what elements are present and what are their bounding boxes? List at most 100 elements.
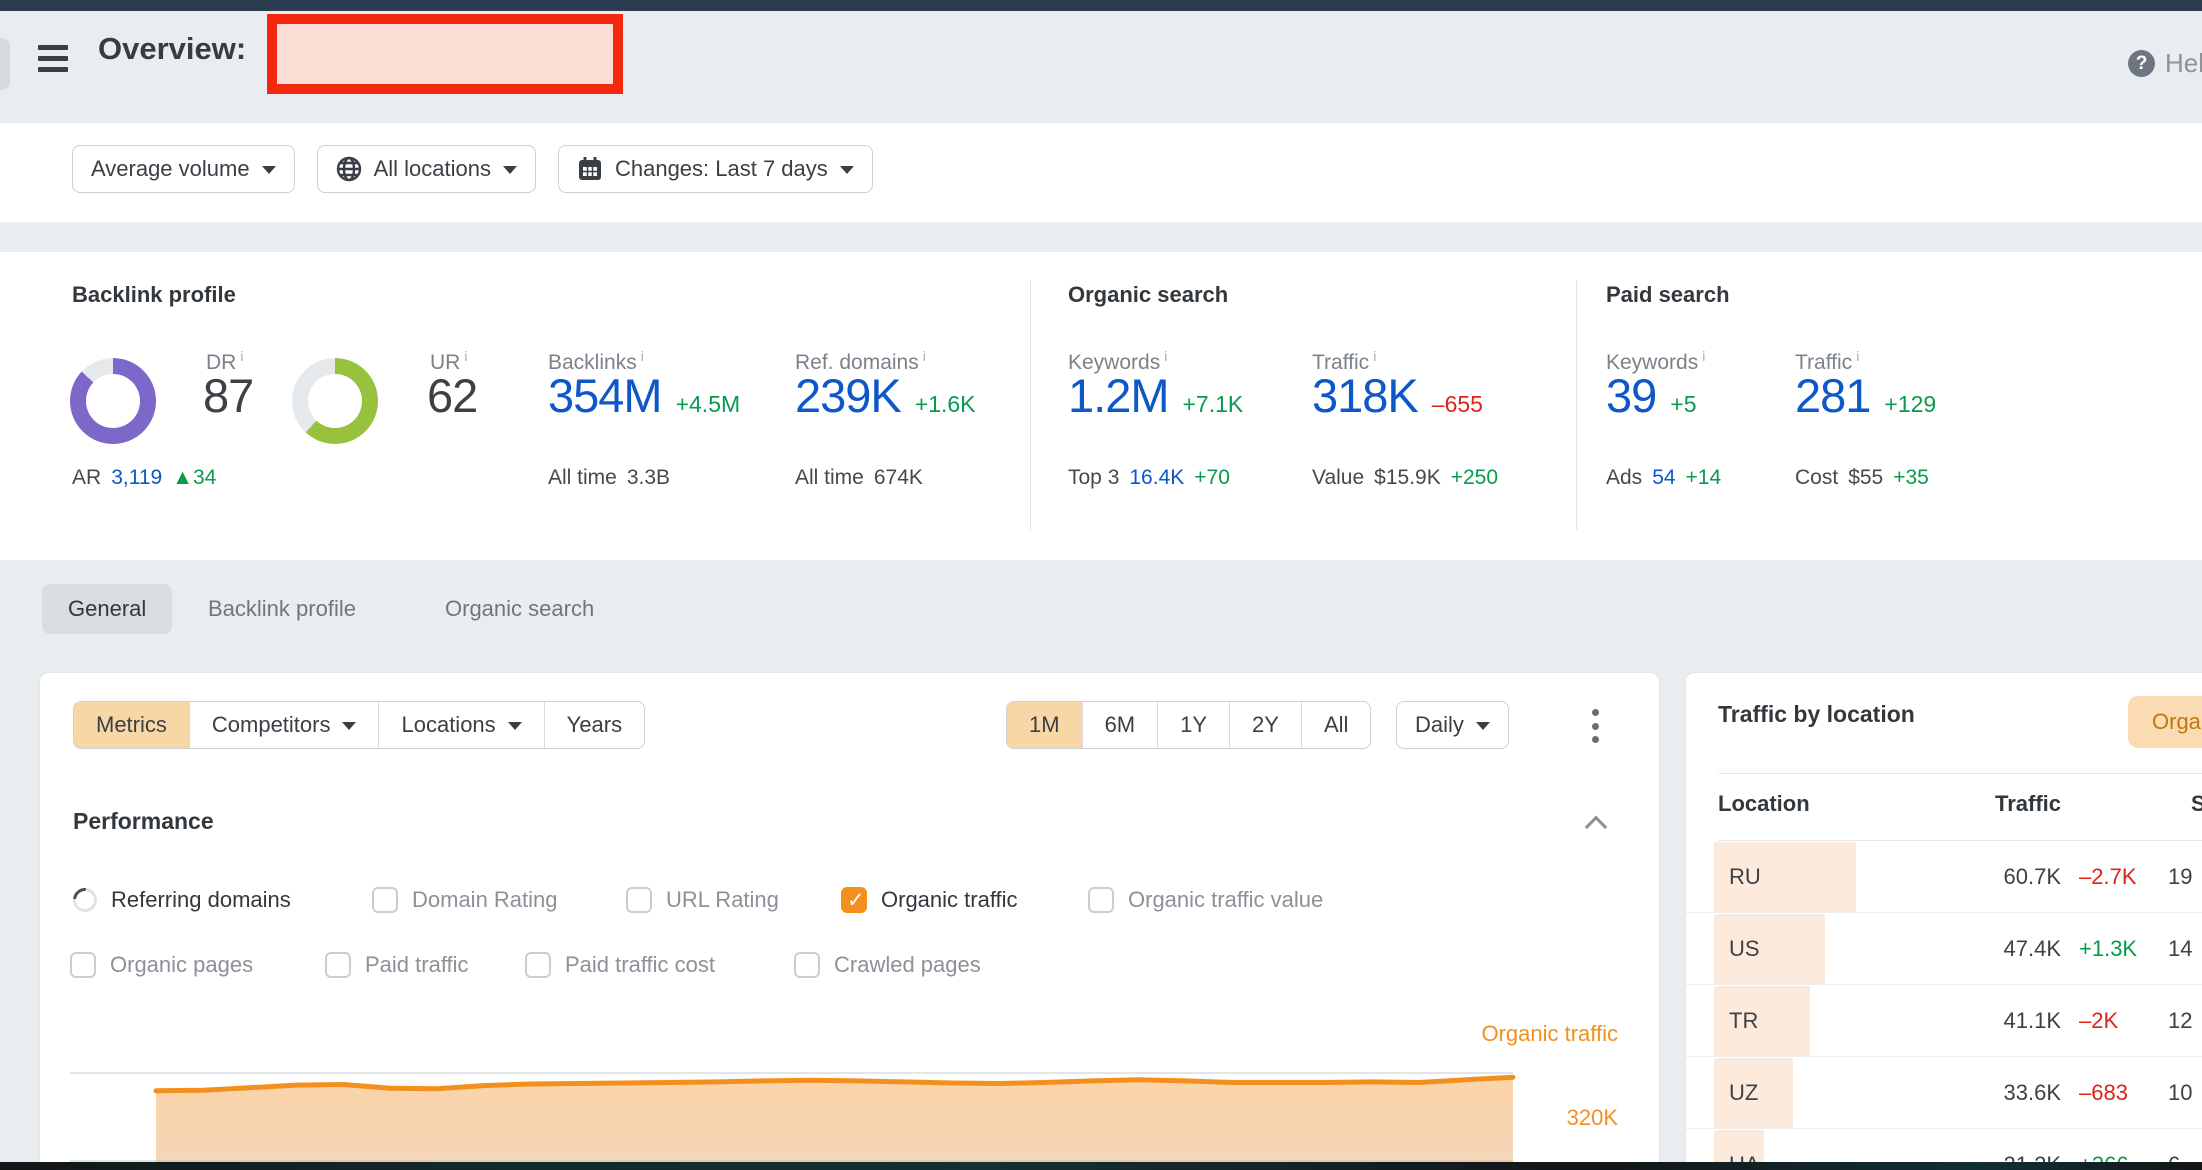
tab-backlink-profile[interactable]: Backlink profile [208,596,356,621]
sidebar-collapsed-tab[interactable] [0,38,10,90]
info-icon[interactable]: i [240,348,244,364]
range-1y[interactable]: 1Y [1157,702,1229,748]
metrics-segment[interactable]: Metrics [74,702,189,748]
top3-value-link[interactable]: 16.4K [1129,466,1185,489]
info-icon[interactable]: i [1373,348,1377,364]
ads-label: Ads [1606,466,1643,489]
checkbox-icon [525,952,551,978]
series-legend-label: Organic traffic [1481,1021,1618,1046]
toggle-domain-rating[interactable]: Domain Rating [372,887,558,913]
volume-mode-dropdown[interactable]: Average volume [72,145,295,193]
paid-traffic-label: Traffic [1795,351,1853,374]
paid-traffic-value-link[interactable]: 281 [1795,369,1871,422]
ads-delta: +14 [1685,466,1722,489]
redacted-domain-box [267,14,623,94]
page-title: Overview: [98,31,247,66]
organic-traffic-value-link[interactable]: 318K [1312,369,1419,422]
column-header-share: S [2191,791,2202,817]
organic-traffic-label: Traffic [1312,351,1370,374]
toggle-url-rating[interactable]: URL Rating [626,887,779,913]
organic-filter-pill[interactable]: Orga [2128,696,2202,748]
ref-domains-delta: +1.6K [914,391,976,417]
tab-general[interactable]: General [42,584,173,634]
checkbox-icon [372,887,398,913]
cost-amount: $55 [1848,466,1884,489]
organic-keywords-delta: +7.1K [1182,391,1244,417]
backlinks-alltime-label: All time [548,466,617,489]
backlinks-label: Backlinks [548,351,637,374]
divider [1718,773,2202,774]
granularity-dropdown[interactable]: Daily [1396,701,1509,749]
window-top-strip [0,0,2202,11]
toggle-organic-pages[interactable]: Organic pages [70,952,253,978]
performance-panel: Metrics Competitors Locations Years 1M 6… [39,672,1660,1170]
info-icon[interactable]: i [640,348,644,364]
dr-value: 87 [203,369,254,422]
info-icon[interactable]: i [1164,348,1168,364]
hamburger-menu-icon[interactable] [38,45,68,72]
checkbox-icon [794,952,820,978]
cost-delta: +35 [1893,466,1929,489]
paid-keywords-label: Keywords [1606,351,1699,374]
range-6m[interactable]: 6M [1081,702,1158,748]
time-range-group: 1M 6M 1Y 2Y All [1006,701,1372,749]
organic-traffic-area-chart[interactable]: Organic traffic 320K [40,1001,1659,1169]
backlinks-alltime-value: 3.3B [626,466,671,489]
toggle-referring-domains[interactable]: Referring domains [68,883,291,917]
traffic-bar [1714,1058,1793,1128]
window-bottom-strip [0,1162,2202,1170]
ar-value-link[interactable]: 3,119 [111,466,163,489]
toggle-paid-traffic[interactable]: Paid traffic [325,952,469,978]
dr-donut-chart [70,358,156,444]
ref-domains-value-link[interactable]: 239K [795,369,902,422]
table-row-ru[interactable]: RU 60.7K –2.7K 19 [1686,841,2202,913]
section-title-backlink-profile: Backlink profile [72,282,236,307]
backlinks-value-link[interactable]: 354M [548,369,663,422]
traffic-by-location-title: Traffic by location [1718,701,1915,727]
info-icon[interactable]: i [1856,348,1860,364]
help-button[interactable]: ? Help [2128,48,2202,79]
changes-period-dropdown[interactable]: Changes: Last 7 days [557,145,873,193]
value-label: Value [1312,466,1365,489]
chevron-down-icon [1475,722,1490,730]
chevron-down-icon [839,166,854,174]
locations-segment[interactable]: Locations [378,702,543,748]
more-options-kebab-icon[interactable] [1580,709,1610,743]
table-row-us[interactable]: US 47.4K +1.3K 14 [1686,913,2202,985]
toggle-crawled-pages[interactable]: Crawled pages [794,952,981,978]
performance-title: Performance [73,808,214,834]
info-icon[interactable]: i [1702,348,1706,364]
info-icon[interactable]: i [464,348,468,364]
ur-value: 62 [427,369,478,422]
view-mode-group: Metrics Competitors Locations Years [73,701,646,749]
organic-traffic-delta: –655 [1431,391,1483,417]
organic-keywords-value-link[interactable]: 1.2M [1068,369,1169,422]
table-row-tr[interactable]: TR 41.1K –2K 12 [1686,985,2202,1057]
competitors-segment[interactable]: Competitors [188,702,379,748]
ur-label: UR [430,351,461,374]
toggle-organic-traffic-value[interactable]: Organic traffic value [1088,887,1323,913]
section-title-organic-search: Organic search [1068,282,1229,307]
divider [1030,280,1031,530]
years-segment[interactable]: Years [543,702,644,748]
range-1m[interactable]: 1M [1007,702,1082,748]
globe-icon [336,156,361,182]
traffic-bar [1714,986,1810,1056]
traffic-bar [1714,914,1825,984]
tab-organic-search[interactable]: Organic search [445,596,595,621]
chevron-down-icon [342,722,357,730]
ads-value-link[interactable]: 54 [1652,466,1676,489]
dr-label: DR [206,351,237,374]
top3-delta: +70 [1194,466,1230,489]
locations-filter-dropdown[interactable]: All locations [316,145,536,193]
table-row-uz[interactable]: UZ 33.6K –683 10 [1686,1057,2202,1129]
toggle-paid-traffic-cost[interactable]: Paid traffic cost [525,952,715,978]
range-2y[interactable]: 2Y [1229,702,1301,748]
calendar-icon [578,157,601,180]
info-icon[interactable]: i [922,348,926,364]
collapse-chevron-icon[interactable] [1584,815,1608,839]
paid-keywords-value-link[interactable]: 39 [1606,369,1657,422]
range-all[interactable]: All [1300,702,1370,748]
toggle-organic-traffic[interactable]: Organic traffic [841,887,1018,913]
overview-tabs: General Backlink profile Organic search [0,584,2202,638]
